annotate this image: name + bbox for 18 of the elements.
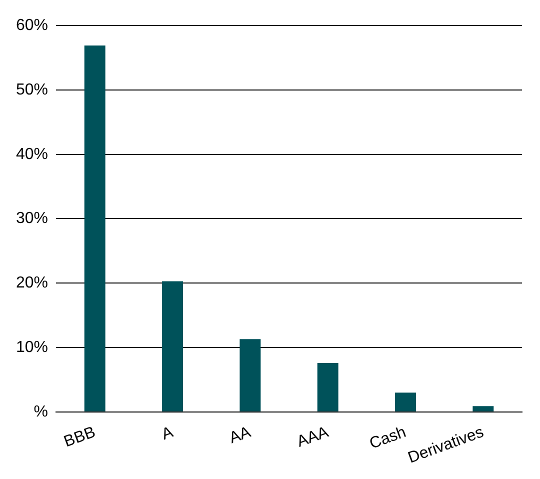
y-tick-label: 20%	[16, 274, 48, 292]
x-tick-label: BBB	[62, 424, 98, 451]
bar	[162, 281, 183, 412]
y-tick-label: 10%	[16, 338, 48, 356]
y-tick-label: 60%	[16, 17, 48, 34]
bar	[395, 392, 416, 412]
x-tick-label: AA	[227, 424, 254, 448]
x-tick-label: Cash	[367, 424, 408, 453]
bar	[84, 46, 106, 412]
bar	[317, 362, 338, 412]
bar	[240, 339, 261, 412]
x-tick-label: A	[160, 424, 176, 444]
y-tick-label: 30%	[16, 210, 48, 228]
bar	[472, 406, 494, 412]
y-tick-label: 40%	[16, 146, 48, 163]
y-tick-label: 50%	[16, 81, 48, 98]
y-tick-label: %	[34, 403, 48, 420]
x-tick-label: AAA	[294, 424, 332, 451]
